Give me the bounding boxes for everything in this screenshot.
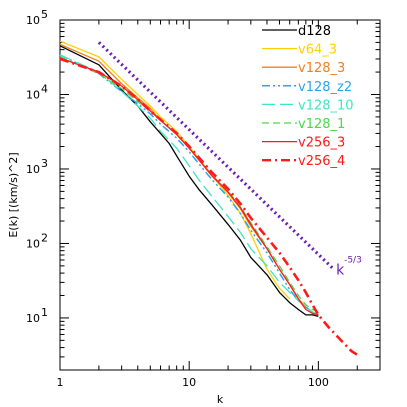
legend-label: v256_4 (298, 154, 345, 169)
y-tick-exponent: 3 (41, 157, 48, 170)
x-axis-label: k (217, 393, 224, 406)
slope-annotation: k-5/3 (336, 256, 362, 279)
x-tick-label: 10 (182, 376, 196, 389)
series-line-v128-z2 (59, 54, 319, 318)
y-axis-label: E(k) [(km/s)^2] (7, 152, 20, 237)
series-line-v128-1 (59, 56, 319, 313)
legend-label: v64_3 (298, 43, 337, 58)
y-tick-label: 10 (26, 88, 40, 101)
y-tick-label: 10 (26, 312, 40, 325)
plot-frame (59, 19, 381, 371)
y-tick-exponent: 2 (41, 231, 48, 244)
y-tick-label: 10 (26, 14, 40, 27)
y-tick-exponent: 5 (41, 8, 48, 21)
legend-label: v128_z2 (298, 80, 352, 95)
series-layer (59, 40, 358, 356)
series-line-reference-slope (97, 41, 335, 270)
x-tick-label: 100 (308, 376, 329, 389)
series-line-v256-4 (59, 57, 358, 356)
y-tick-label: 10 (26, 237, 40, 250)
legend-label: v256_3 (298, 136, 345, 151)
y-tick-exponent: 4 (41, 82, 48, 95)
series-line-v256-3 (59, 57, 319, 316)
plot-border (59, 19, 381, 371)
y-tick-label: 10 (26, 163, 40, 176)
legend-label: v128_10 (298, 98, 354, 113)
annotation-exponent: -5/3 (344, 256, 362, 266)
legend-label: v128_3 (298, 61, 345, 76)
x-tick-label: 1 (57, 376, 64, 389)
series-line-v128-10 (59, 54, 319, 316)
annotation-base: k (336, 263, 345, 279)
legend: d128 v64_3 v128_3 v128_z2 v128_10 v128_1 v256_… (262, 24, 354, 169)
y-tick-exponent: 1 (41, 306, 48, 319)
legend-label: d128 (298, 24, 331, 39)
legend-label: v128_1 (298, 117, 345, 132)
series-line-d128 (59, 45, 319, 318)
